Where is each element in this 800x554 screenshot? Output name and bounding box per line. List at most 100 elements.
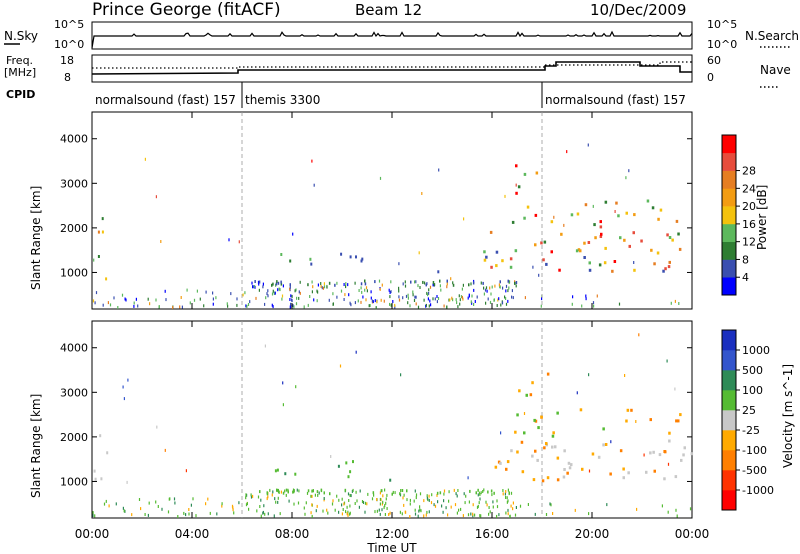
noise-cell <box>282 381 284 385</box>
velocity-colorbar-swatch <box>722 390 736 411</box>
echo-cell <box>664 267 667 271</box>
stripe-cell <box>410 280 412 284</box>
ground-scatter-cell <box>515 284 517 288</box>
echo-cell <box>309 257 312 261</box>
echo-cell <box>361 257 364 261</box>
ground-scatter-cell <box>446 305 448 309</box>
stripe-cell <box>280 280 282 284</box>
echo-cell <box>552 431 555 435</box>
echo-cell <box>523 431 526 435</box>
stripe-cell <box>425 283 427 287</box>
ground-scatter-cell <box>137 304 139 308</box>
ground-scatter-cell <box>510 491 513 495</box>
ground-scatter-cell <box>419 505 421 509</box>
stripe-cell <box>433 283 436 287</box>
echo-cell <box>659 208 663 212</box>
noise-cell <box>295 385 297 389</box>
ground-scatter-cell <box>376 498 378 501</box>
echo-cell <box>675 219 679 223</box>
echo-cell <box>505 467 508 471</box>
ground-scatter-cell <box>310 494 312 498</box>
echo-cell <box>483 258 487 262</box>
ground-scatter-cell <box>94 301 96 305</box>
ground-scatter-cell <box>272 490 274 494</box>
ground-scatter-cell <box>155 298 157 302</box>
ground-scatter-cell <box>606 503 608 507</box>
echo-cell <box>501 259 504 263</box>
ground-scatter-cell <box>459 298 461 302</box>
ground-scatter-cell <box>271 292 274 296</box>
ground-scatter-cell <box>312 489 314 493</box>
x-tick-label: 20:00 <box>575 527 610 541</box>
ground-scatter-cell <box>316 504 318 508</box>
echo-cell <box>532 478 536 482</box>
noise-cell <box>264 344 266 348</box>
ground-scatter-cell <box>287 488 289 492</box>
ground-scatter-cell <box>540 304 542 308</box>
ground-scatter-cell <box>398 286 400 290</box>
echo-cell <box>542 258 545 262</box>
ground-scatter-cell <box>413 499 415 503</box>
power-panel <box>91 111 693 310</box>
ground-scatter-cell <box>322 509 324 513</box>
ground-scatter-cell <box>245 496 247 500</box>
cpid-segment-label: themis 3300 <box>245 93 320 107</box>
stripe-cell <box>259 490 261 494</box>
noise-cell <box>666 359 668 363</box>
ground-scatter-cell <box>245 503 248 507</box>
echo-cell <box>274 469 277 473</box>
ground-scatter-cell <box>402 296 404 300</box>
ground-scatter-cell <box>381 508 383 512</box>
ground-scatter-cell <box>453 488 455 492</box>
ground-scatter-cell <box>349 301 351 305</box>
echo-cell <box>543 240 547 244</box>
echo-cell <box>583 241 586 245</box>
echo-cell <box>626 408 630 412</box>
echo-cell <box>546 476 550 480</box>
stripe-cell <box>254 280 256 283</box>
ground-scatter-cell <box>372 300 374 304</box>
ground-scatter-cell <box>381 283 383 287</box>
echo-cell <box>540 415 543 419</box>
echo-cell <box>516 450 519 454</box>
ground-scatter-cell <box>117 306 119 309</box>
ground-scatter-cell <box>343 502 345 506</box>
stripe-cell <box>364 282 367 286</box>
ground-scatter-cell <box>298 290 300 294</box>
echo-cell <box>352 460 354 464</box>
ground-scatter-cell <box>233 511 235 515</box>
echo-cell <box>671 238 674 242</box>
noise-cell <box>538 273 540 277</box>
noise-cell <box>504 194 506 198</box>
echo-cell <box>105 277 108 281</box>
echo-cell <box>483 250 486 254</box>
ground-scatter-cell <box>205 502 207 506</box>
ground-scatter-cell <box>280 490 282 494</box>
echo-cell <box>494 465 498 469</box>
ground-scatter-cell <box>667 510 669 514</box>
echo-cell <box>604 200 608 204</box>
stripe-cell <box>422 280 424 284</box>
ground-scatter-cell <box>470 512 472 516</box>
echo-cell <box>668 236 672 239</box>
ground-scatter-cell <box>423 514 425 518</box>
stripe-cell <box>439 491 442 495</box>
ground-scatter-cell <box>412 290 414 294</box>
echo-cell <box>489 230 493 234</box>
ground-scatter-cell <box>492 505 494 509</box>
stripe-cell <box>475 491 477 495</box>
freq-panel <box>91 54 693 83</box>
ground-scatter-cell <box>392 490 394 494</box>
noise-cell <box>450 277 452 281</box>
ground-scatter-cell <box>299 280 301 284</box>
x-tick-label: 08:00 <box>275 527 310 541</box>
stripe-cell <box>514 281 516 285</box>
ground-scatter-cell <box>464 501 466 505</box>
ground-scatter-cell <box>418 509 420 513</box>
ground-scatter-cell <box>412 293 414 297</box>
power-heatmap <box>92 143 682 310</box>
nsky-panel <box>91 21 693 50</box>
ground-scatter-cell <box>413 299 416 302</box>
ground-scatter-cell <box>512 296 514 300</box>
ground-scatter-cell <box>496 499 498 503</box>
